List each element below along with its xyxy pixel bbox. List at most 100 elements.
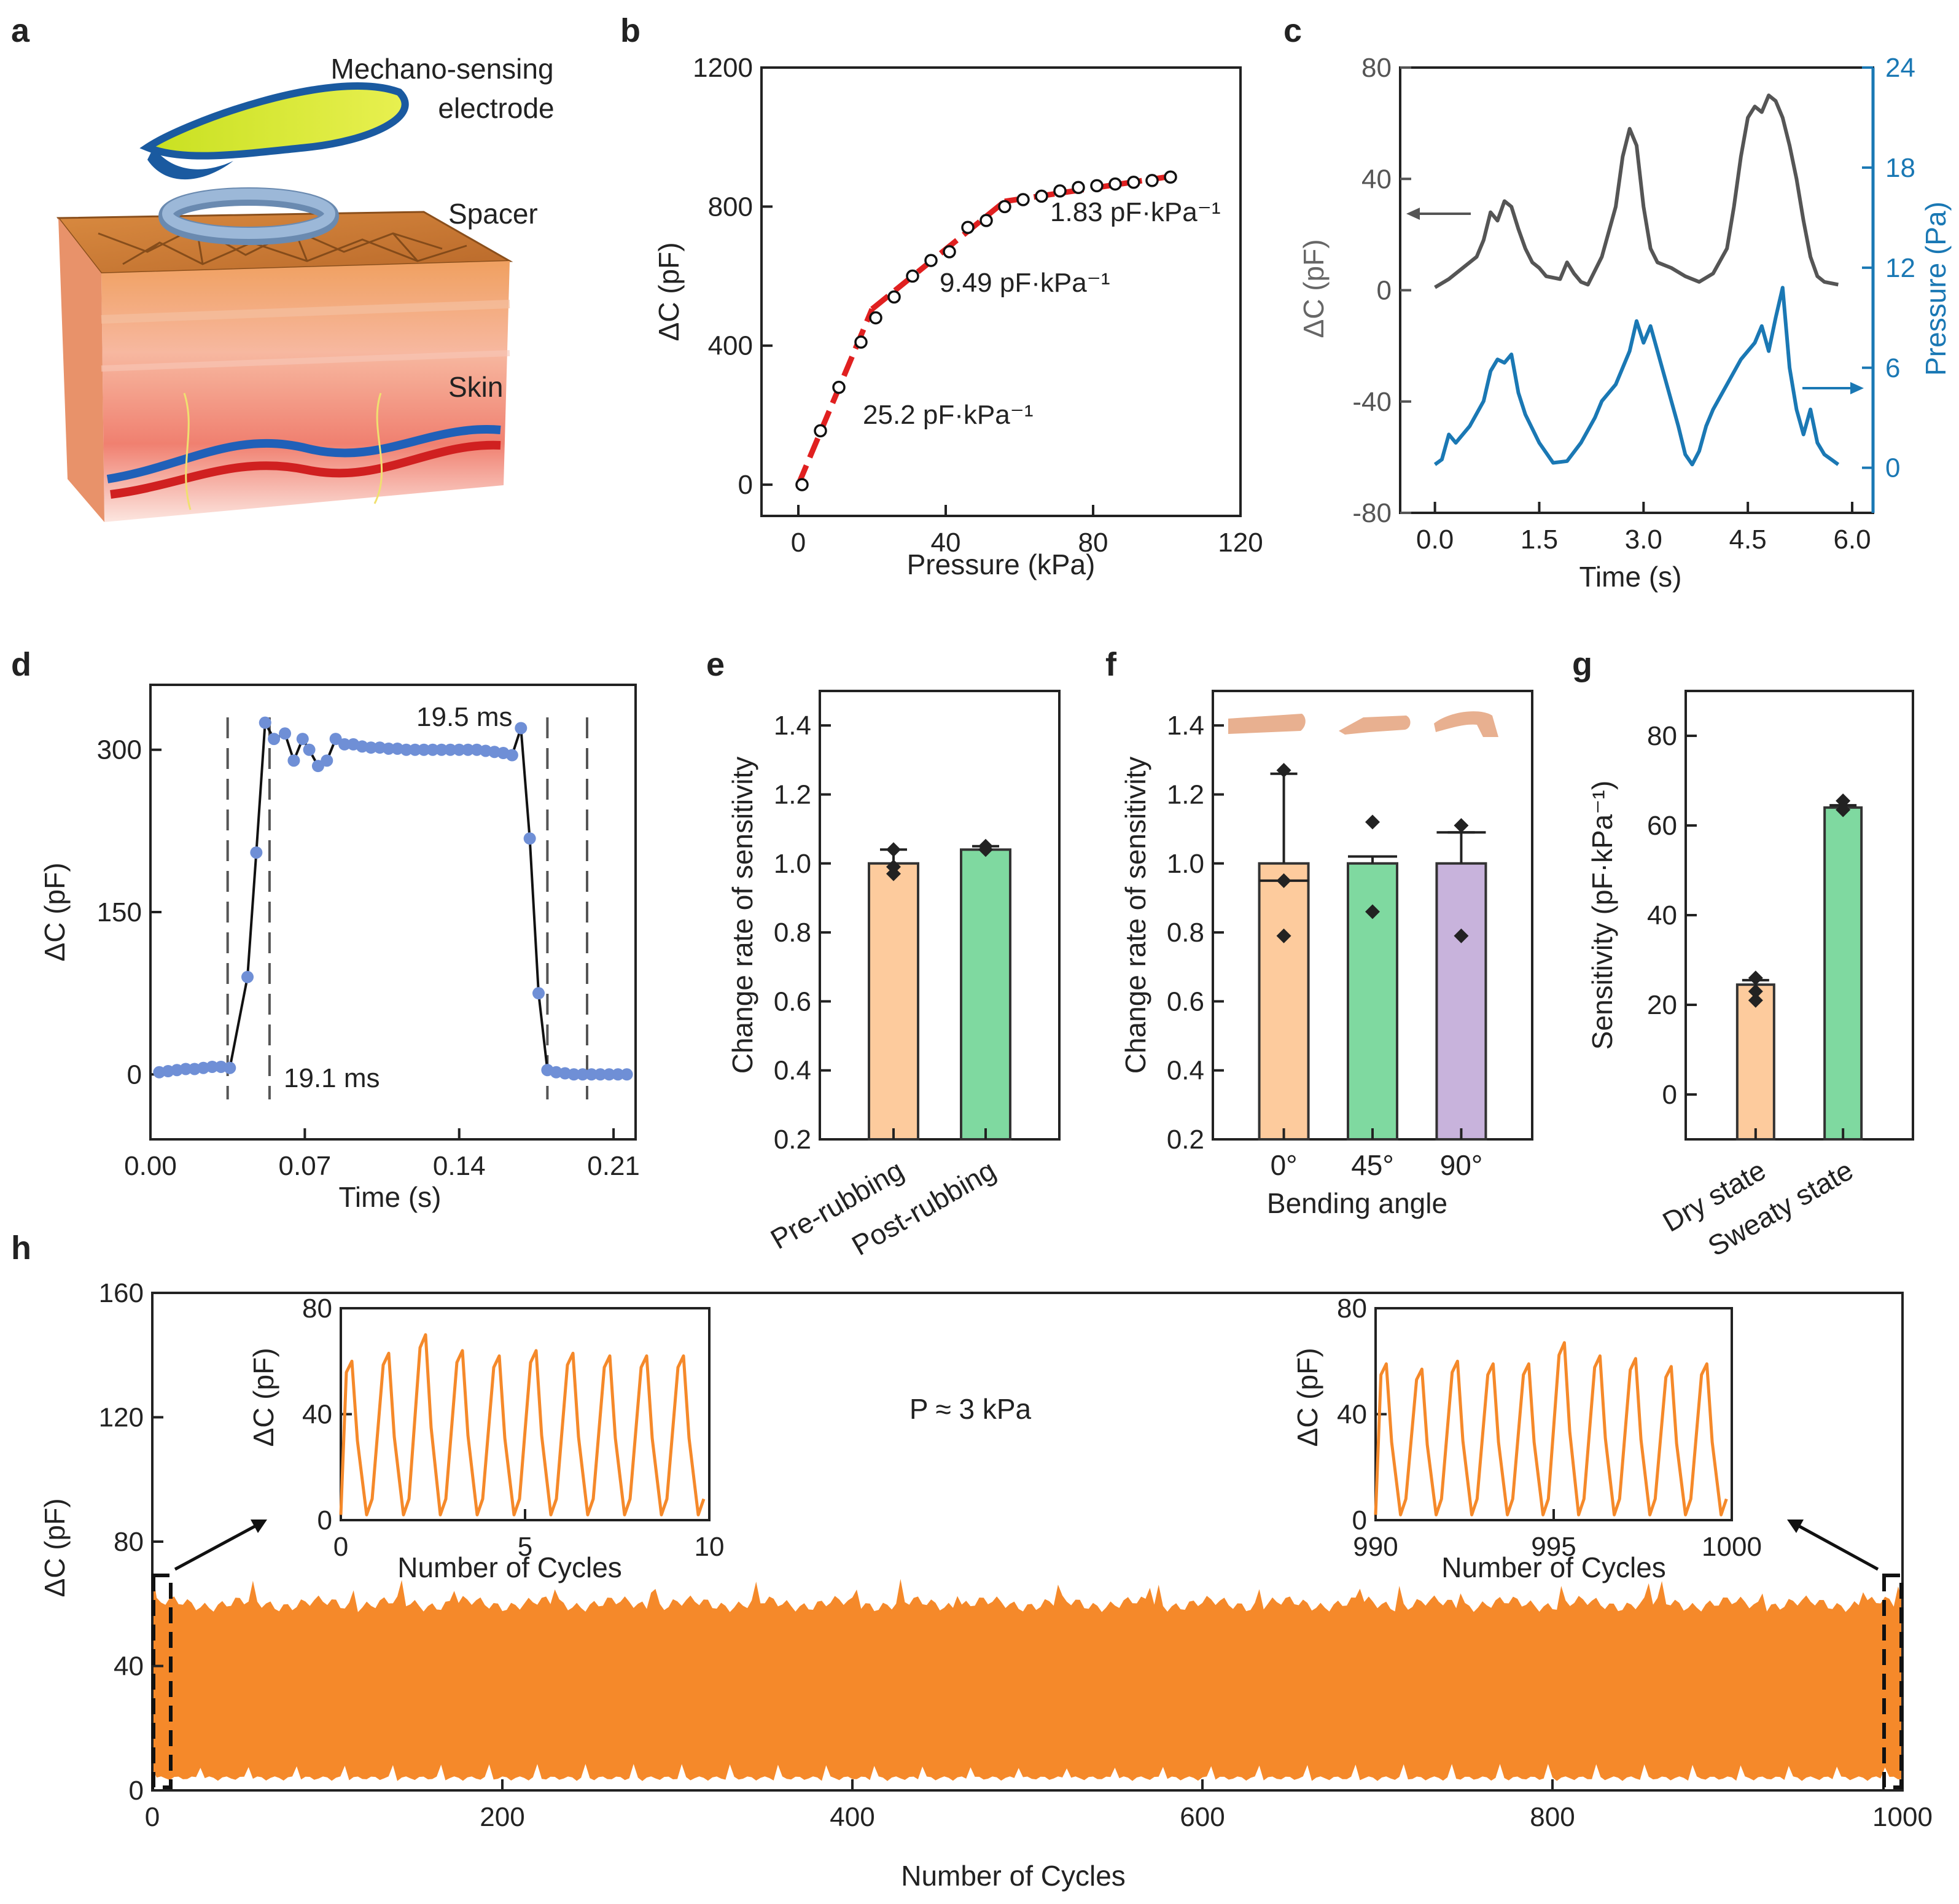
- chart-h-inset1-xtick-label: 0: [333, 1532, 348, 1562]
- chart-h-pressure-annotation: P ≈ 3 kPa: [909, 1393, 1032, 1425]
- chart-g-bar: [1823, 806, 1863, 1141]
- chart-d-point: [365, 741, 378, 754]
- chart-h-arrow-right: [1798, 1524, 1879, 1571]
- chart-h-ytick-label: 160: [99, 1278, 144, 1308]
- chart-e-ytick-label: 1.2: [774, 779, 811, 810]
- chart-b-fit1-label: 25.2 pF·kPa⁻¹: [863, 400, 1034, 430]
- chart-c-right-ytick-label: 6: [1885, 353, 1900, 383]
- chart-h-xtick-label: 600: [1180, 1802, 1225, 1832]
- chart-b-fit3-label: 1.83 pF·kPa⁻¹: [1050, 197, 1221, 227]
- chart-b-xtick-label: 80: [1078, 528, 1108, 558]
- panel-label-a: a: [11, 12, 30, 49]
- chart-c-xtick-label: 1.5: [1521, 525, 1558, 555]
- chart-c-right-ytick-label: 18: [1885, 153, 1915, 183]
- chart-c-left-ytick-label: 80: [1361, 53, 1392, 83]
- chart-h-arrow-left: [174, 1524, 256, 1571]
- chart-h-inset1-ytick-label: 80: [302, 1293, 332, 1324]
- chart-f-bars: 0° 45° 90°: [1258, 763, 1487, 1181]
- chart-h-xlabel: Number of Cycles: [901, 1860, 1126, 1892]
- chart-f-datapoint: [1365, 904, 1380, 919]
- chart-d-point: [462, 743, 475, 756]
- chart-d-point: [505, 749, 518, 762]
- chart-f-ytick-label: 0.4: [1167, 1056, 1204, 1086]
- chart-d-xtick-label: 0.21: [587, 1151, 640, 1181]
- chart-e-ylabel: Change rate of sensitivity: [726, 757, 758, 1074]
- chart-d-point: [268, 733, 281, 746]
- chart-h-inset2-ytick-label: 40: [1337, 1400, 1367, 1430]
- chart-f-datapoint: [1454, 818, 1469, 833]
- chart-h-inset2-ylabel: ΔC (pF): [1291, 1348, 1323, 1446]
- chart-d-point: [453, 743, 465, 756]
- chart-b-point: [1108, 177, 1122, 191]
- hand-90deg-icon: [1434, 711, 1498, 737]
- chart-b-point: [1016, 193, 1030, 206]
- chart-h-ytick-label: 40: [114, 1652, 144, 1682]
- chart-h-inset-end: 990 995 1000 0 40 80: [1337, 1293, 1762, 1562]
- chart-f-xlabel: Bending angle: [1267, 1187, 1447, 1219]
- chart-c-left-ytick-label: 0: [1377, 276, 1392, 306]
- chart-h-signal-band: [152, 1569, 1903, 1781]
- chart-d-point: [523, 832, 536, 845]
- chart-d-point: [338, 738, 351, 751]
- chart-b-point: [906, 269, 919, 283]
- chart-d-point: [418, 743, 430, 756]
- chart-c-right-ytick-label: 12: [1885, 253, 1915, 283]
- chart-d-point: [206, 1060, 219, 1073]
- chart-d-ytick-label: 300: [97, 735, 142, 765]
- panel-label-f: f: [1105, 646, 1117, 683]
- chart-h-arrowhead-right: [1787, 1520, 1804, 1533]
- chart-b-point: [943, 245, 956, 259]
- chart-c: 0.0 1.5 3.0 4.5 6.0 -80 -40 0 40 80 0 6 12 18 24 Time …: [1298, 53, 1952, 593]
- chart-d-point: [382, 742, 395, 755]
- chart-b-xtick-label: 40: [931, 528, 961, 558]
- chart-e-ytick-label: 0.6: [774, 986, 811, 1016]
- chart-g-datapoint: [1748, 984, 1763, 999]
- chart-d-point: [311, 760, 324, 773]
- chart-g-ytick-label: 40: [1647, 900, 1677, 931]
- chart-h-inset1-xtick-label: 5: [518, 1532, 532, 1562]
- chart-h-signal-area: [152, 1569, 1903, 1781]
- chart-b-fit2-label: 9.49 pF·kPa⁻¹: [940, 268, 1110, 298]
- chart-b-point: [998, 200, 1011, 214]
- chart-e-ytick-label: 0.8: [774, 918, 811, 948]
- chart-d-point: [515, 722, 528, 735]
- chart-g-bar: [1735, 983, 1775, 1141]
- chart-b-frame: [760, 66, 1242, 517]
- chart-g-datapoint: [1836, 802, 1851, 817]
- chart-g-datapoint: [1748, 993, 1763, 1008]
- chart-h-xtick-label: 0: [145, 1802, 160, 1832]
- chart-e-datapoint: [886, 866, 901, 881]
- chart-d-point: [435, 743, 448, 756]
- chart-b-point: [1145, 174, 1159, 187]
- panel-label-c: c: [1283, 12, 1302, 49]
- chart-e-bar: [868, 862, 919, 1141]
- chart-g-ylabel: Sensitivity (pF·kPa⁻¹): [1586, 781, 1618, 1050]
- chart-b-point: [814, 424, 827, 438]
- chart-c-right-ytick-label: 24: [1885, 53, 1915, 83]
- chart-g-datapoint: [1748, 970, 1763, 986]
- chart-d-point: [576, 1068, 589, 1081]
- chart-g-ytick-label: 60: [1647, 811, 1677, 841]
- chart-h-zoom-box-end: [1882, 1574, 1903, 1789]
- chart-f-category-label: 90°: [1440, 1149, 1483, 1181]
- panel-label-d: d: [11, 646, 31, 683]
- chart-c-series-pressure: [1433, 286, 1840, 467]
- chart-b-point: [832, 380, 846, 394]
- chart-d-xtick-label: 0.00: [124, 1151, 177, 1181]
- chart-h-ylabel: ΔC (pF): [39, 1498, 71, 1597]
- chart-b-point: [869, 311, 882, 325]
- chart-h-inset2-line: [1374, 1341, 1728, 1516]
- chart-f-ytick-label: 1.2: [1167, 779, 1204, 810]
- chart-h-xtick-label: 400: [830, 1802, 874, 1832]
- chart-b-point: [1053, 184, 1067, 198]
- chart-f-ytick-label: 0.6: [1167, 986, 1204, 1016]
- chart-d: 0.00 0.07 0.14 0.21 0 150 300 Time (s) ΔC (pF)…: [39, 684, 640, 1213]
- panel-label-b: b: [620, 12, 641, 49]
- chart-f-ytick-label: 1.0: [1167, 849, 1204, 879]
- chart-h-inset1-ytick-label: 0: [317, 1505, 332, 1535]
- chart-e-ytick-label: 0.2: [774, 1125, 811, 1155]
- chart-h-xtick-label: 800: [1530, 1802, 1575, 1832]
